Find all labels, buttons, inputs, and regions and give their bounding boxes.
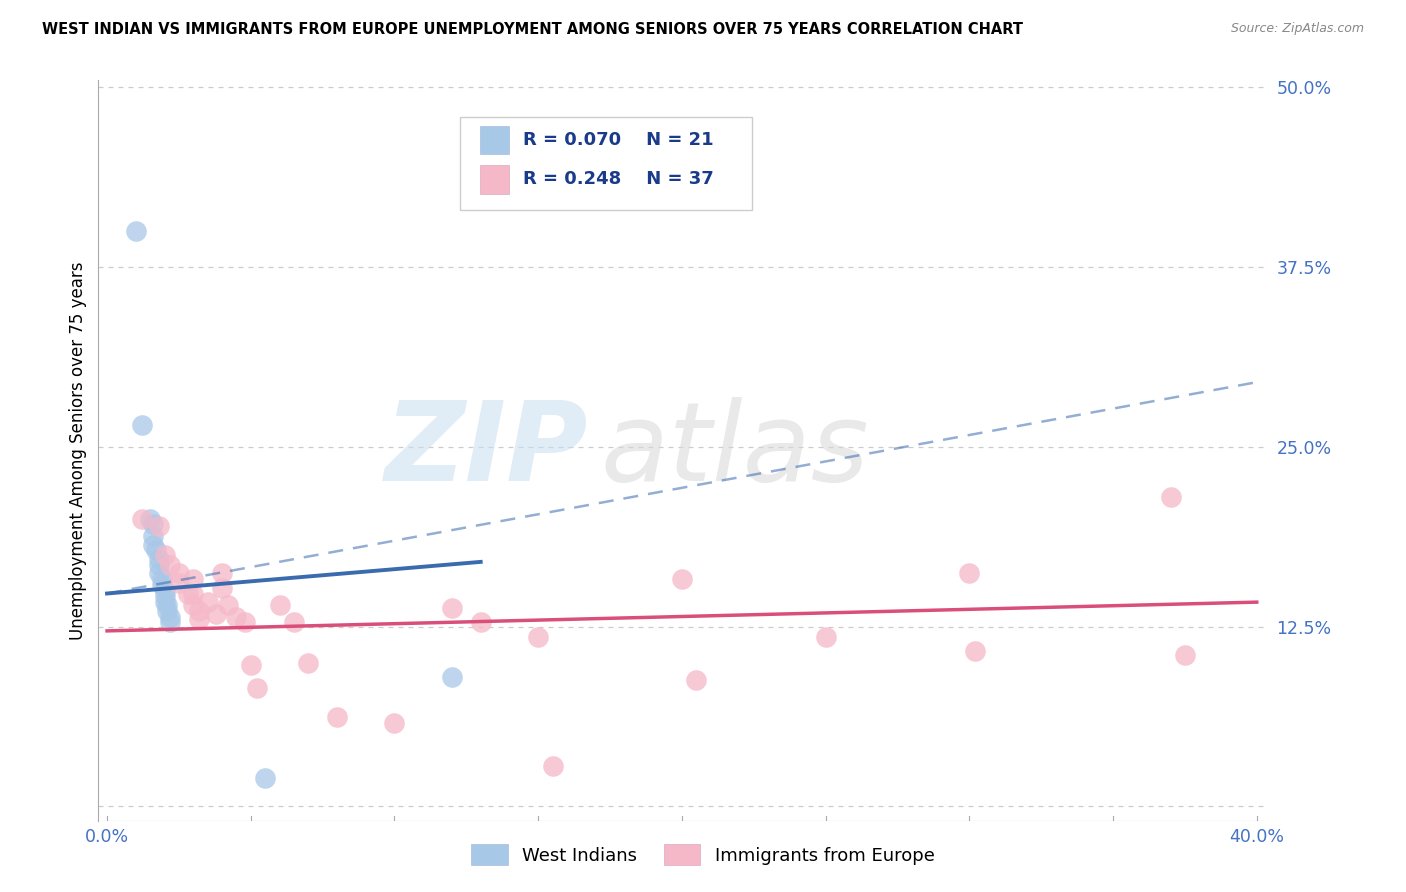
Point	[142, 517, 165, 532]
Point	[153, 583, 176, 598]
Point	[159, 558, 181, 572]
Point	[205, 607, 228, 621]
Point	[139, 512, 162, 526]
Point	[156, 604, 179, 618]
Point	[197, 595, 219, 609]
Text: R = 0.070    N = 21: R = 0.070 N = 21	[523, 131, 714, 149]
Point	[181, 572, 204, 586]
Point	[159, 615, 181, 630]
Point	[225, 609, 247, 624]
Point	[233, 615, 256, 630]
Point	[156, 598, 179, 612]
Point	[1160, 490, 1182, 504]
Point	[153, 590, 176, 604]
FancyBboxPatch shape	[460, 118, 752, 210]
Point	[297, 656, 319, 670]
Point	[188, 612, 211, 626]
Text: atlas: atlas	[600, 397, 869, 504]
Point	[148, 566, 170, 581]
Point	[148, 519, 170, 533]
Point	[131, 512, 153, 526]
FancyBboxPatch shape	[479, 165, 509, 194]
Point	[440, 670, 463, 684]
Point	[814, 630, 837, 644]
Point	[211, 566, 233, 581]
Point	[957, 566, 980, 581]
Text: ZIP: ZIP	[385, 397, 589, 504]
Point	[188, 604, 211, 618]
Text: WEST INDIAN VS IMMIGRANTS FROM EUROPE UNEMPLOYMENT AMONG SENIORS OVER 75 YEARS C: WEST INDIAN VS IMMIGRANTS FROM EUROPE UN…	[42, 22, 1024, 37]
Point	[326, 710, 349, 724]
Point	[148, 552, 170, 566]
Point	[239, 658, 262, 673]
Point	[142, 529, 165, 543]
Point	[254, 771, 277, 785]
Text: R = 0.248    N = 37: R = 0.248 N = 37	[523, 170, 714, 188]
Point	[671, 572, 693, 586]
Point	[153, 548, 176, 562]
Point	[527, 630, 550, 644]
Point	[181, 586, 204, 600]
Point	[440, 600, 463, 615]
FancyBboxPatch shape	[479, 126, 509, 154]
Point	[153, 595, 176, 609]
Point	[167, 566, 190, 581]
Point	[217, 598, 239, 612]
Point	[384, 715, 406, 730]
Point	[125, 224, 148, 238]
Point	[150, 578, 173, 592]
Point	[167, 576, 190, 591]
Point	[470, 615, 492, 630]
Text: Source: ZipAtlas.com: Source: ZipAtlas.com	[1230, 22, 1364, 36]
Point	[159, 609, 181, 624]
Point	[269, 598, 291, 612]
Point	[541, 759, 564, 773]
Point	[150, 572, 173, 586]
Legend: West Indians, Immigrants from Europe: West Indians, Immigrants from Europe	[464, 837, 942, 872]
Point	[145, 543, 167, 558]
Point	[965, 644, 987, 658]
Point	[685, 673, 707, 687]
Point	[142, 538, 165, 552]
Point	[283, 615, 305, 630]
Point	[181, 598, 204, 612]
Point	[131, 418, 153, 433]
Point	[245, 681, 267, 696]
Point	[148, 558, 170, 572]
Y-axis label: Unemployment Among Seniors over 75 years: Unemployment Among Seniors over 75 years	[69, 261, 87, 640]
Point	[176, 586, 198, 600]
Point	[211, 581, 233, 595]
Point	[1174, 648, 1197, 663]
